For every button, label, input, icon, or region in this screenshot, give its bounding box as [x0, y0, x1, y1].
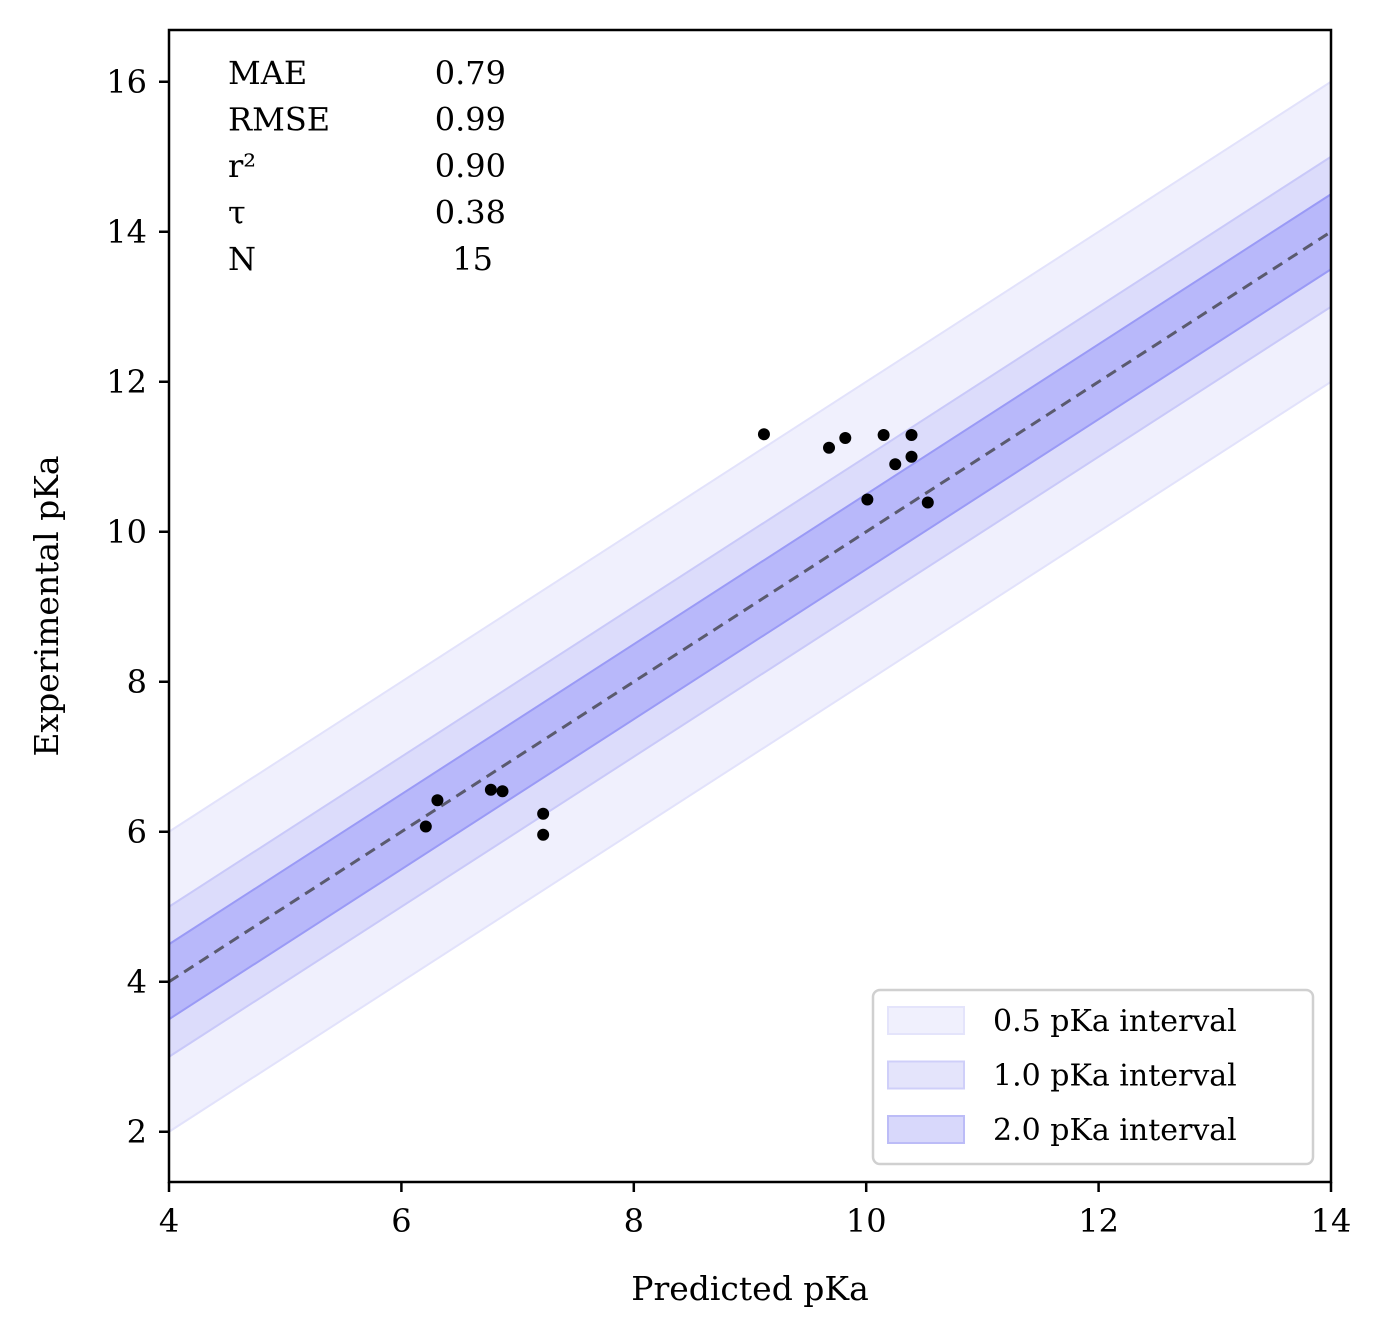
stat-label: τ [228, 194, 246, 232]
stat-value: 0.79 [435, 54, 506, 92]
data-points [419, 428, 934, 841]
y-tick-label: 10 [106, 513, 147, 551]
data-point-12 [496, 785, 509, 798]
stat-value: 15 [452, 240, 493, 278]
data-point-2 [839, 432, 852, 444]
x-tick-label: 12 [1078, 1202, 1119, 1240]
data-point-3 [877, 429, 890, 441]
data-point-6 [905, 450, 918, 463]
data-point-13 [537, 807, 550, 820]
stat-label: RMSE [228, 101, 330, 139]
stat-value: 0.99 [435, 101, 506, 139]
x-tick-label: 8 [624, 1202, 644, 1240]
data-point-10 [419, 820, 432, 833]
data-point-5 [889, 458, 902, 471]
data-point-4 [905, 429, 918, 441]
legend: 0.5 pKa interval 1.0 pKa interval 2.0 pKa … [871, 988, 1315, 1166]
x-axis-label: Predicted pKa [631, 1269, 869, 1308]
data-point-11 [484, 783, 497, 796]
stat-value: 0.90 [435, 147, 506, 185]
y-tick-label: 14 [106, 213, 147, 251]
stat-label: N [228, 240, 256, 278]
data-point-7 [861, 493, 874, 506]
x-tick-label: 4 [159, 1202, 179, 1240]
data-point-9 [431, 794, 444, 807]
legend-frame [871, 988, 1315, 1166]
x-tick-label: 14 [1311, 1202, 1352, 1240]
plot-frame [167, 28, 1333, 1184]
y-tick-label: 2 [127, 1113, 147, 1151]
legend-label-2: 2.0 pKa interval [993, 1113, 1237, 1148]
stat-label: r² [228, 147, 256, 185]
stats-annotation: MAE 0.79 RMSE 0.99 r² 0.90 τ 0.38 N 15 [228, 54, 506, 278]
stat-value: 0.38 [435, 194, 506, 232]
x-tick-label: 10 [846, 1202, 887, 1240]
x-axis: 4 6 8 10 12 14 [159, 1182, 1352, 1240]
y-axis-label: Experimental pKa [27, 455, 66, 756]
x-tick-label: 6 [391, 1202, 411, 1240]
legend-swatch-0 [887, 1006, 965, 1035]
y-tick-label: 12 [106, 363, 147, 401]
data-point-0 [757, 428, 770, 441]
y-tick-label: 4 [127, 963, 147, 1001]
y-axis: 2 4 6 8 10 12 14 16 [106, 63, 169, 1151]
y-tick-label: 8 [127, 663, 147, 701]
y-tick-label: 16 [106, 63, 147, 101]
data-point-14 [537, 828, 550, 841]
legend-swatch-2 [887, 1115, 965, 1144]
data-point-1 [823, 441, 836, 454]
legend-label-0: 0.5 pKa interval [993, 1004, 1237, 1039]
identity-line [168, 230, 1332, 984]
legend-label-1: 1.0 pKa interval [993, 1059, 1237, 1094]
y-tick-label: 6 [127, 813, 147, 851]
data-point-8 [921, 496, 934, 509]
stat-label: MAE [228, 54, 307, 92]
legend-swatch-1 [887, 1060, 965, 1090]
